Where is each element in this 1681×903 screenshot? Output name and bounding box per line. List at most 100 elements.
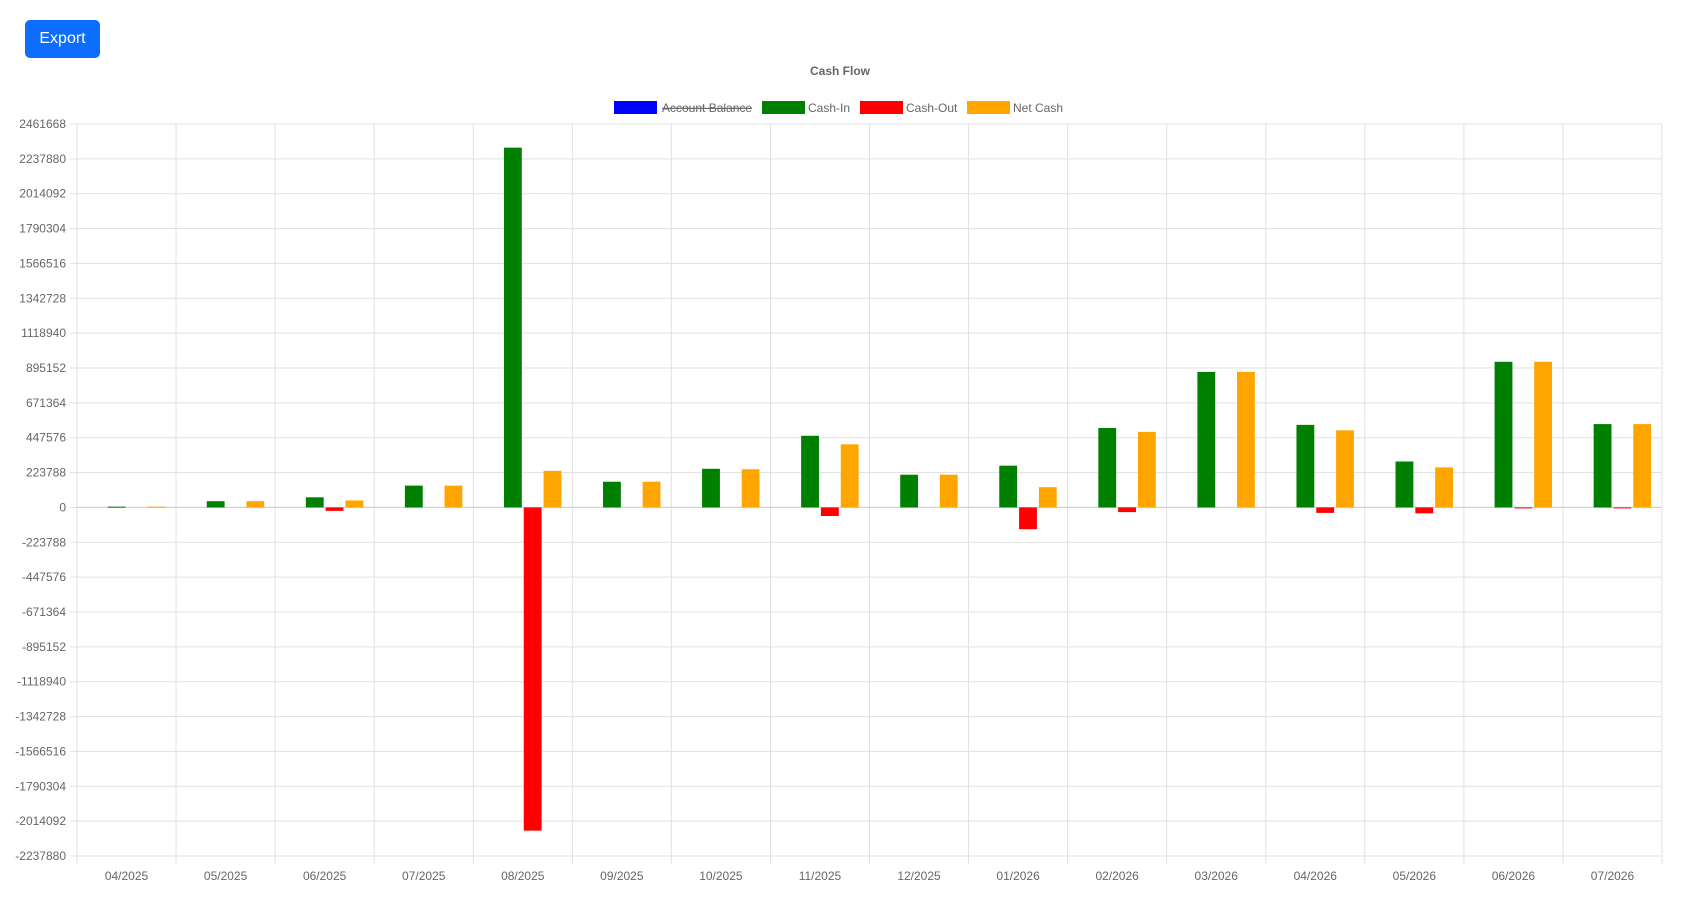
bar-net-cash[interactable] xyxy=(939,474,958,508)
bar-net-cash[interactable] xyxy=(642,481,661,508)
legend-swatch xyxy=(614,101,657,114)
x-tick-label: 04/2026 xyxy=(1294,869,1338,883)
bar-net-cash[interactable] xyxy=(1534,361,1553,508)
bar-cash-out[interactable] xyxy=(1019,507,1037,530)
bar-cash-out[interactable] xyxy=(820,507,839,516)
bar-net-cash[interactable] xyxy=(147,506,166,508)
chart-canvas: Cash Flow Account Balance Cash-In Cash-Out… xyxy=(15,64,1663,883)
bar-net-cash[interactable] xyxy=(345,500,364,508)
bar-net-cash[interactable] xyxy=(1038,487,1057,508)
legend-label: Cash-In xyxy=(808,101,850,115)
bar-cash-in[interactable] xyxy=(1296,424,1315,508)
bar-cash-in[interactable] xyxy=(801,435,819,508)
chart-bars xyxy=(107,147,1652,831)
y-tick-label: 1342728 xyxy=(19,291,66,305)
y-tick-label: 0 xyxy=(59,500,66,514)
bar-net-cash[interactable] xyxy=(1435,467,1453,508)
y-tick-label: 223788 xyxy=(26,466,66,480)
y-axis: 2461668223788020140921790304156651613427… xyxy=(15,117,66,863)
y-tick-label: -1790304 xyxy=(15,779,66,793)
bar-cash-in[interactable] xyxy=(702,468,720,508)
bar-cash-out[interactable] xyxy=(1415,507,1434,514)
legend-swatch xyxy=(762,101,805,114)
x-tick-label: 04/2025 xyxy=(105,869,149,883)
y-tick-label: 671364 xyxy=(26,396,66,410)
y-tick-label: 1790304 xyxy=(19,222,66,236)
y-tick-label: 1118940 xyxy=(21,326,66,340)
y-tick-label: 2014092 xyxy=(19,187,66,201)
y-tick-label: -671364 xyxy=(22,605,66,619)
bar-net-cash[interactable] xyxy=(444,485,463,508)
legend-swatch xyxy=(860,101,903,114)
y-tick-label: -1342728 xyxy=(15,710,66,724)
bar-cash-out[interactable] xyxy=(1316,507,1335,513)
chart-legend: Account Balance Cash-In Cash-Out Net Cash xyxy=(614,101,1063,115)
y-tick-label: -223788 xyxy=(22,535,66,549)
chart-grid xyxy=(70,123,1663,864)
legend-label: Net Cash xyxy=(1013,101,1063,115)
y-tick-label: 2461668 xyxy=(19,117,66,131)
chart-title: Cash Flow xyxy=(810,64,871,78)
legend-item-cash-out[interactable]: Cash-Out xyxy=(860,101,958,115)
y-tick-label: 2237880 xyxy=(19,152,66,166)
legend-label: Cash-Out xyxy=(906,101,958,115)
x-tick-label: 05/2026 xyxy=(1393,869,1437,883)
y-tick-label: -1566516 xyxy=(15,744,66,758)
bar-net-cash[interactable] xyxy=(1237,371,1255,508)
y-tick-label: 895152 xyxy=(26,361,66,375)
x-tick-label: 02/2026 xyxy=(1095,869,1139,883)
bar-net-cash[interactable] xyxy=(246,501,265,508)
bar-cash-in[interactable] xyxy=(900,474,919,508)
bar-cash-in[interactable] xyxy=(999,465,1018,508)
bar-cash-in[interactable] xyxy=(503,147,522,508)
bar-cash-in[interactable] xyxy=(1098,427,1117,508)
y-tick-label: 1566516 xyxy=(19,256,66,270)
legend-item-cash-in[interactable]: Cash-In xyxy=(762,101,850,115)
bar-cash-in[interactable] xyxy=(1197,371,1216,508)
y-tick-label: -1118940 xyxy=(17,675,66,689)
bar-cash-out[interactable] xyxy=(1613,507,1632,509)
legend-swatch xyxy=(967,101,1010,114)
bar-cash-in[interactable] xyxy=(1593,424,1612,508)
x-tick-label: 08/2025 xyxy=(501,869,545,883)
bar-net-cash[interactable] xyxy=(1633,424,1652,508)
x-tick-label: 12/2025 xyxy=(897,869,941,883)
bar-cash-out[interactable] xyxy=(1118,507,1136,513)
bar-cash-out[interactable] xyxy=(523,507,542,831)
bar-cash-in[interactable] xyxy=(1395,461,1414,508)
x-tick-label: 07/2026 xyxy=(1591,869,1635,883)
y-tick-label: -2014092 xyxy=(15,814,66,828)
bar-cash-out[interactable] xyxy=(325,507,344,511)
export-button[interactable]: Export xyxy=(25,20,100,58)
bar-net-cash[interactable] xyxy=(1336,430,1354,508)
x-tick-label: 09/2025 xyxy=(600,869,644,883)
bar-cash-in[interactable] xyxy=(404,485,423,508)
y-tick-label: -2237880 xyxy=(15,849,66,863)
bar-cash-out[interactable] xyxy=(1514,507,1533,509)
bar-net-cash[interactable] xyxy=(741,469,760,508)
x-tick-label: 01/2026 xyxy=(996,869,1040,883)
bar-cash-in[interactable] xyxy=(603,481,621,508)
y-tick-label: -447576 xyxy=(22,570,66,584)
bar-cash-in[interactable] xyxy=(305,497,324,508)
x-tick-label: 07/2025 xyxy=(402,869,446,883)
legend-item-account-balance[interactable]: Account Balance xyxy=(614,101,752,115)
x-tick-label: 06/2025 xyxy=(303,869,347,883)
bar-net-cash[interactable] xyxy=(1137,431,1156,508)
y-tick-label: 447576 xyxy=(26,431,66,445)
y-tick-label: -895152 xyxy=(22,640,66,654)
bar-net-cash[interactable] xyxy=(543,470,562,508)
bar-cash-in[interactable] xyxy=(206,501,225,508)
legend-label: Account Balance xyxy=(662,101,752,115)
x-tick-label: 10/2025 xyxy=(699,869,743,883)
x-tick-label: 11/2025 xyxy=(799,869,842,883)
x-tick-label: 06/2026 xyxy=(1492,869,1536,883)
bar-net-cash[interactable] xyxy=(840,444,859,508)
x-axis: 04/2025 05/2025 06/2025 07/2025 08/2025 09/20… xyxy=(105,869,1635,883)
x-tick-label: 03/2026 xyxy=(1195,869,1239,883)
cash-flow-chart: Cash Flow Account Balance Cash-In Cash-Out… xyxy=(0,60,1681,898)
legend-item-net-cash[interactable]: Net Cash xyxy=(967,101,1063,115)
bar-cash-in[interactable] xyxy=(107,506,126,508)
bar-cash-in[interactable] xyxy=(1494,361,1513,508)
x-tick-label: 05/2025 xyxy=(204,869,248,883)
